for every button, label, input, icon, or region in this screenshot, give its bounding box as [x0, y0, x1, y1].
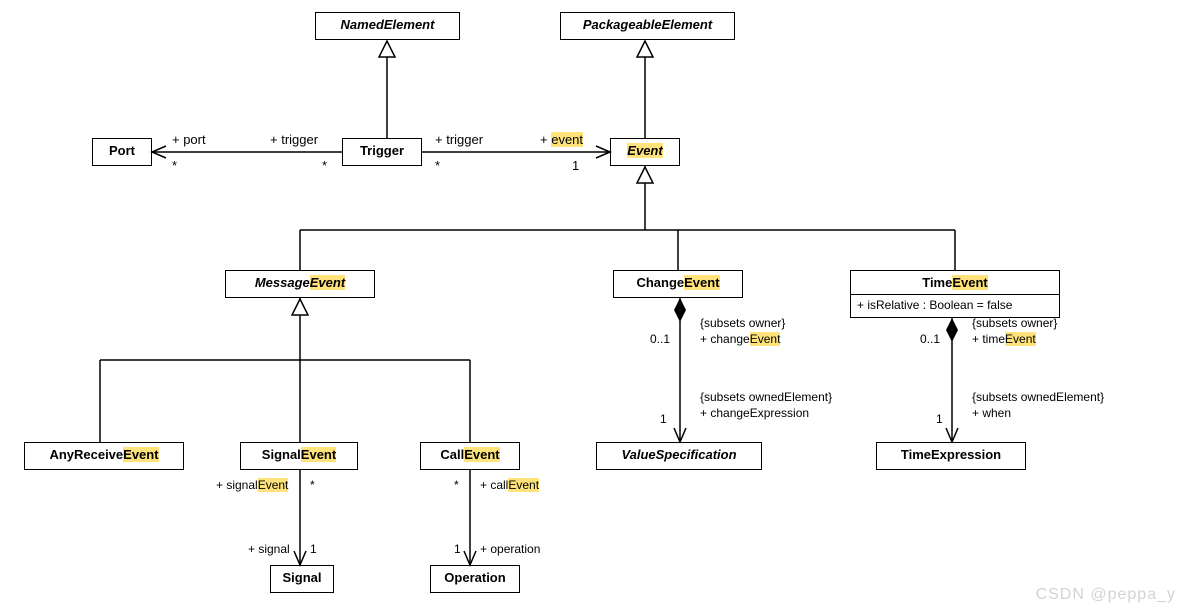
label-change-owned-role: + changeExpression — [700, 406, 809, 420]
class-time-event: TimeEvent + isRelative : Boolean = false — [850, 270, 1060, 318]
label-port-role: + port — [172, 132, 206, 147]
label-trigger-left-role: + trigger — [270, 132, 318, 147]
class-any-receive-event: AnyReceiveEvent — [24, 442, 184, 470]
label-change-owner-role: + changeEvent — [700, 332, 780, 346]
class-title: Trigger — [343, 139, 421, 162]
class-change-event: ChangeEvent — [613, 270, 743, 298]
class-event: Event — [610, 138, 680, 166]
class-title: Port — [93, 139, 151, 162]
class-operation: Operation — [430, 565, 520, 593]
label-time-owner-role: + timeEvent — [972, 332, 1036, 346]
label-change-owned-mult: 1 — [660, 412, 667, 426]
label-operation-role: + operation — [480, 542, 540, 556]
label-time-owned-mult: 1 — [936, 412, 943, 426]
label-signal-event-role: + signalEvent — [216, 478, 288, 492]
class-title: Signal — [271, 566, 333, 589]
label-event-mult: 1 — [572, 158, 579, 173]
class-time-expression: TimeExpression — [876, 442, 1026, 470]
label-signal-mult: 1 — [310, 542, 317, 556]
class-signal-event: SignalEvent — [240, 442, 358, 470]
class-title: TimeExpression — [877, 443, 1025, 466]
label-call-event-role: + callEvent — [480, 478, 539, 492]
label-time-owner-mult: 0..1 — [920, 332, 940, 346]
label-change-owner-subset: {subsets owner} — [700, 316, 785, 330]
label-time-owned-role: + when — [972, 406, 1011, 420]
class-title: Event — [611, 139, 679, 162]
label-change-owner-mult: 0..1 — [650, 332, 670, 346]
class-title: NamedElement — [316, 13, 459, 36]
class-title: ValueSpecification — [597, 443, 761, 466]
class-title: AnyReceiveEvent — [25, 443, 183, 466]
label-time-owner-subset: {subsets owner} — [972, 316, 1057, 330]
class-call-event: CallEvent — [420, 442, 520, 470]
label-time-owned-subset: {subsets ownedElement} — [972, 390, 1104, 404]
class-port: Port — [92, 138, 152, 166]
class-title: PackageableElement — [561, 13, 734, 36]
label-signal-event-mult: * — [310, 478, 315, 492]
class-trigger: Trigger — [342, 138, 422, 166]
class-named-element: NamedElement — [315, 12, 460, 40]
label-call-event-mult: * — [454, 478, 459, 492]
class-title: SignalEvent — [241, 443, 357, 466]
class-message-event: MessageEvent — [225, 270, 375, 298]
class-title: MessageEvent — [226, 271, 374, 294]
class-title: ChangeEvent — [614, 271, 742, 294]
label-trigger-left-mult: * — [322, 158, 327, 173]
class-signal: Signal — [270, 565, 334, 593]
label-change-owned-subset: {subsets ownedElement} — [700, 390, 832, 404]
class-attr: + isRelative : Boolean = false — [851, 295, 1059, 315]
class-title: TimeEvent — [851, 271, 1059, 294]
label-signal-role: + signal — [248, 542, 290, 556]
class-value-specification: ValueSpecification — [596, 442, 762, 470]
label-trigger-right-role: + trigger — [435, 132, 483, 147]
class-title: CallEvent — [421, 443, 519, 466]
watermark: CSDN @peppa_y — [1036, 586, 1176, 604]
label-trigger-right-mult: * — [435, 158, 440, 173]
label-port-mult: * — [172, 158, 177, 173]
class-packageable-element: PackageableElement — [560, 12, 735, 40]
class-title: Operation — [431, 566, 519, 589]
label-event-role: + event — [540, 132, 583, 147]
label-operation-mult: 1 — [454, 542, 461, 556]
